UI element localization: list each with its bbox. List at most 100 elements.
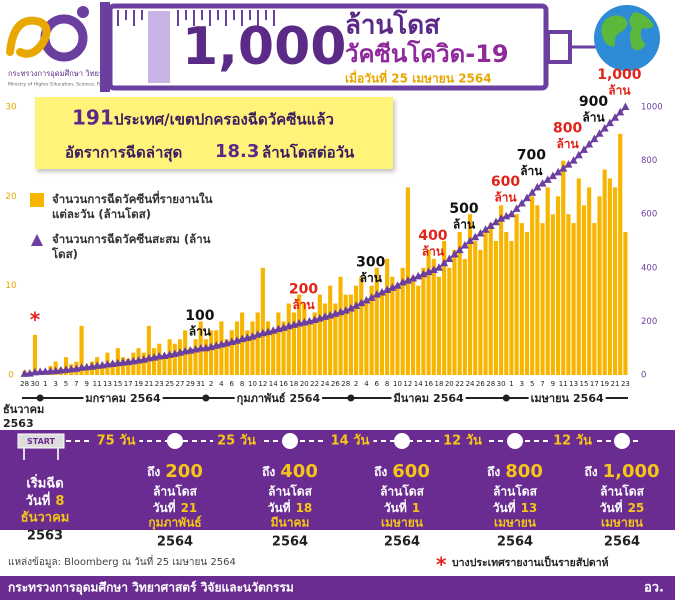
timeline-node	[282, 433, 298, 449]
line-marker	[523, 193, 531, 202]
rate-prefix: อัตราการฉีดล่าสุด	[65, 144, 182, 163]
bar	[390, 276, 395, 375]
y-tick-label: 10	[5, 281, 17, 291]
milestone-amount: 400	[280, 461, 318, 482]
bar	[467, 214, 473, 375]
x-tick-label: 5	[64, 380, 68, 388]
line-marker	[409, 274, 418, 282]
line-marker	[486, 221, 495, 229]
bar	[623, 232, 628, 375]
milestone-unit: ล้าน	[422, 244, 445, 258]
line-marker	[528, 188, 537, 196]
bar	[592, 223, 597, 375]
line-marker	[543, 175, 552, 183]
x-tick-label: 7	[540, 380, 544, 388]
legend-swatch	[30, 193, 44, 207]
milestone-day: วันที่ 25	[600, 499, 645, 515]
milestone-unit: ล้านโดส	[380, 484, 425, 499]
line-marker	[414, 271, 423, 280]
milestone-unit: ล้าน	[582, 110, 605, 124]
bar	[379, 294, 385, 375]
line-marker	[248, 332, 257, 340]
milestone-value: 1,000	[597, 67, 642, 83]
bar	[245, 330, 250, 375]
milestone-day: วันที่ 21	[153, 499, 198, 515]
bar	[421, 267, 426, 375]
bar	[265, 321, 271, 375]
interval-bg	[213, 433, 260, 449]
x-tick-label: 18	[289, 380, 298, 388]
bar	[612, 187, 618, 375]
y-tick-label: 30	[5, 103, 17, 113]
line-marker	[512, 204, 521, 212]
bar	[509, 241, 514, 375]
bar	[234, 321, 240, 375]
bar	[317, 294, 322, 375]
bar	[524, 232, 530, 375]
bar	[550, 214, 555, 375]
month-dot	[36, 394, 44, 402]
bar	[359, 276, 364, 375]
milestone-month: เมษายน	[601, 516, 644, 530]
month-label-bg	[391, 391, 466, 405]
x-tick-label: 11	[93, 380, 102, 388]
line-marker	[403, 276, 412, 284]
x-tick-label: 6	[375, 380, 380, 388]
day-prefix: วันที่	[153, 499, 176, 515]
interval-label: 75 วัน	[97, 434, 136, 449]
bar	[188, 348, 193, 375]
line-marker	[419, 269, 428, 278]
x-tick-label: 16	[279, 380, 288, 388]
bar	[607, 178, 612, 375]
headline-number: 1,000	[182, 17, 346, 77]
milestone-prefix: ถึง	[487, 465, 500, 479]
bar	[597, 196, 602, 375]
interval-label: 25 วัน	[217, 434, 256, 449]
bar	[576, 178, 581, 375]
bar	[286, 303, 291, 375]
milestone-month: เมษายน	[494, 516, 537, 530]
bar	[416, 285, 421, 375]
milestone-value: 200	[289, 281, 318, 297]
start-day: วันที่ 8	[26, 491, 65, 509]
headline-unit: ล้านโดส	[345, 9, 440, 41]
bar	[172, 343, 177, 375]
x-tick-label: 14	[269, 380, 278, 388]
timeline-node	[394, 433, 410, 449]
line-marker	[497, 214, 506, 222]
legend-item: จำนวนการฉีดวัคซีนที่รายงานในแต่ละวัน (ล้…	[30, 192, 250, 222]
bar	[214, 330, 219, 375]
milestone-day: วันที่ 13	[493, 499, 538, 515]
line-marker	[471, 232, 480, 241]
x-tick-label: 10	[248, 380, 257, 388]
milestone-unit: ล้าน	[520, 164, 543, 178]
line-marker	[362, 295, 371, 304]
start-label: START	[27, 437, 56, 446]
bar	[519, 223, 524, 375]
start-label: เริ่มฉีด	[26, 474, 63, 492]
milestone-head: ถึง 800	[487, 461, 543, 482]
line-marker	[455, 245, 464, 254]
x-tick-label: 6	[230, 380, 235, 388]
y-tick-label: 20	[5, 192, 17, 202]
bar	[395, 285, 400, 375]
logo	[6, 6, 89, 62]
x-tick-label: 19	[134, 380, 143, 388]
line-marker	[41, 367, 50, 375]
bar	[120, 357, 126, 375]
line-marker	[30, 367, 39, 376]
x-tick-label: 1	[509, 380, 513, 388]
bar	[473, 241, 478, 375]
x-tick-label: 12	[403, 380, 412, 388]
bar	[504, 232, 509, 375]
month-name: มกราคม	[85, 392, 126, 405]
line-marker	[393, 281, 402, 289]
line-marker	[372, 290, 381, 298]
line-marker	[440, 258, 449, 267]
milestone-value: 600	[491, 174, 520, 190]
x-tick-label: 4	[219, 380, 224, 388]
line-marker	[36, 367, 45, 376]
line-marker	[357, 298, 366, 307]
x-tick-label: 21	[611, 380, 620, 388]
milestone-value: 500	[449, 201, 478, 217]
